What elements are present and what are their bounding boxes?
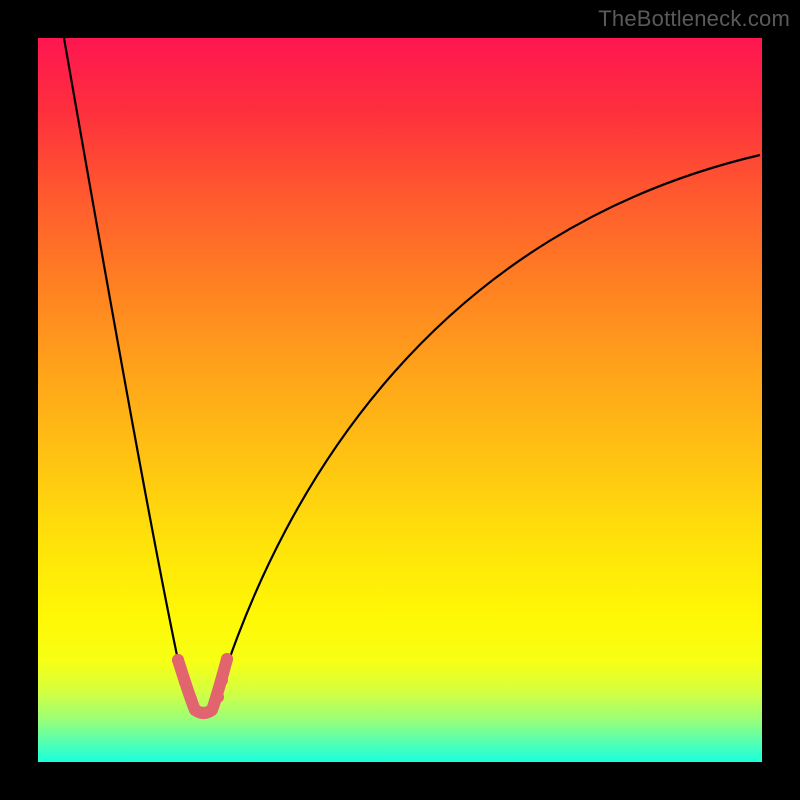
watermark-text: TheBottleneck.com xyxy=(598,6,790,32)
bottleneck-curve xyxy=(38,38,762,762)
plot-area xyxy=(38,38,762,762)
